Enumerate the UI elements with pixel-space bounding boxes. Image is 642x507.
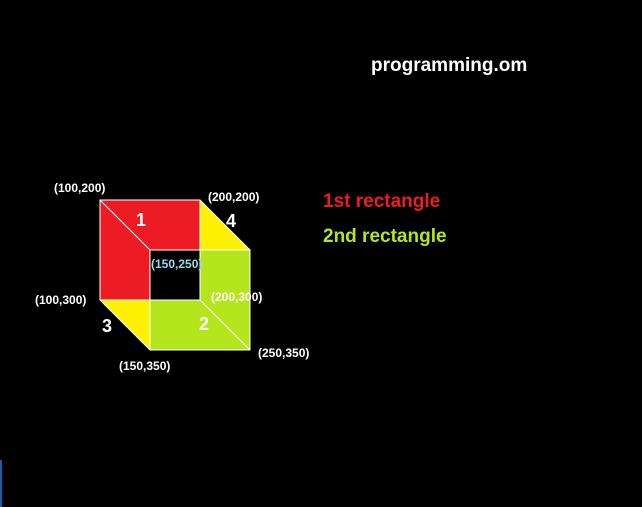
center-hole: [150, 250, 200, 300]
face-label-3: 3: [102, 316, 112, 336]
coord-label-200-200: (200,200): [208, 190, 259, 204]
face-label-4: 4: [226, 211, 236, 231]
page-title: programming.om: [371, 55, 527, 76]
legend-1st-rectangle: 1st rectangle: [323, 191, 440, 212]
coord-label-100-200: (100,200): [54, 181, 105, 195]
edges: [99, 199, 251, 351]
face-label-2: 2: [199, 314, 209, 334]
face-label-1: 1: [136, 210, 146, 230]
rect-2-outline: [149, 249, 251, 351]
coord-label-200-300: (200,300): [211, 290, 262, 304]
coord-label-150-350: (150,350): [119, 359, 170, 373]
coord-label-100-300: (100,300): [35, 293, 86, 307]
coord-label-150-250: (150,250): [151, 257, 202, 271]
connector-bottom-left: [99, 299, 151, 351]
legend-2nd-rectangle: 2nd rectangle: [323, 226, 447, 247]
coord-label-250-350: (250,350): [258, 346, 309, 360]
connector-top-left: [99, 199, 151, 251]
connector-bottom-right: [199, 299, 251, 351]
window-edge-marker: [0, 460, 2, 507]
connector-top-right: [199, 199, 251, 251]
